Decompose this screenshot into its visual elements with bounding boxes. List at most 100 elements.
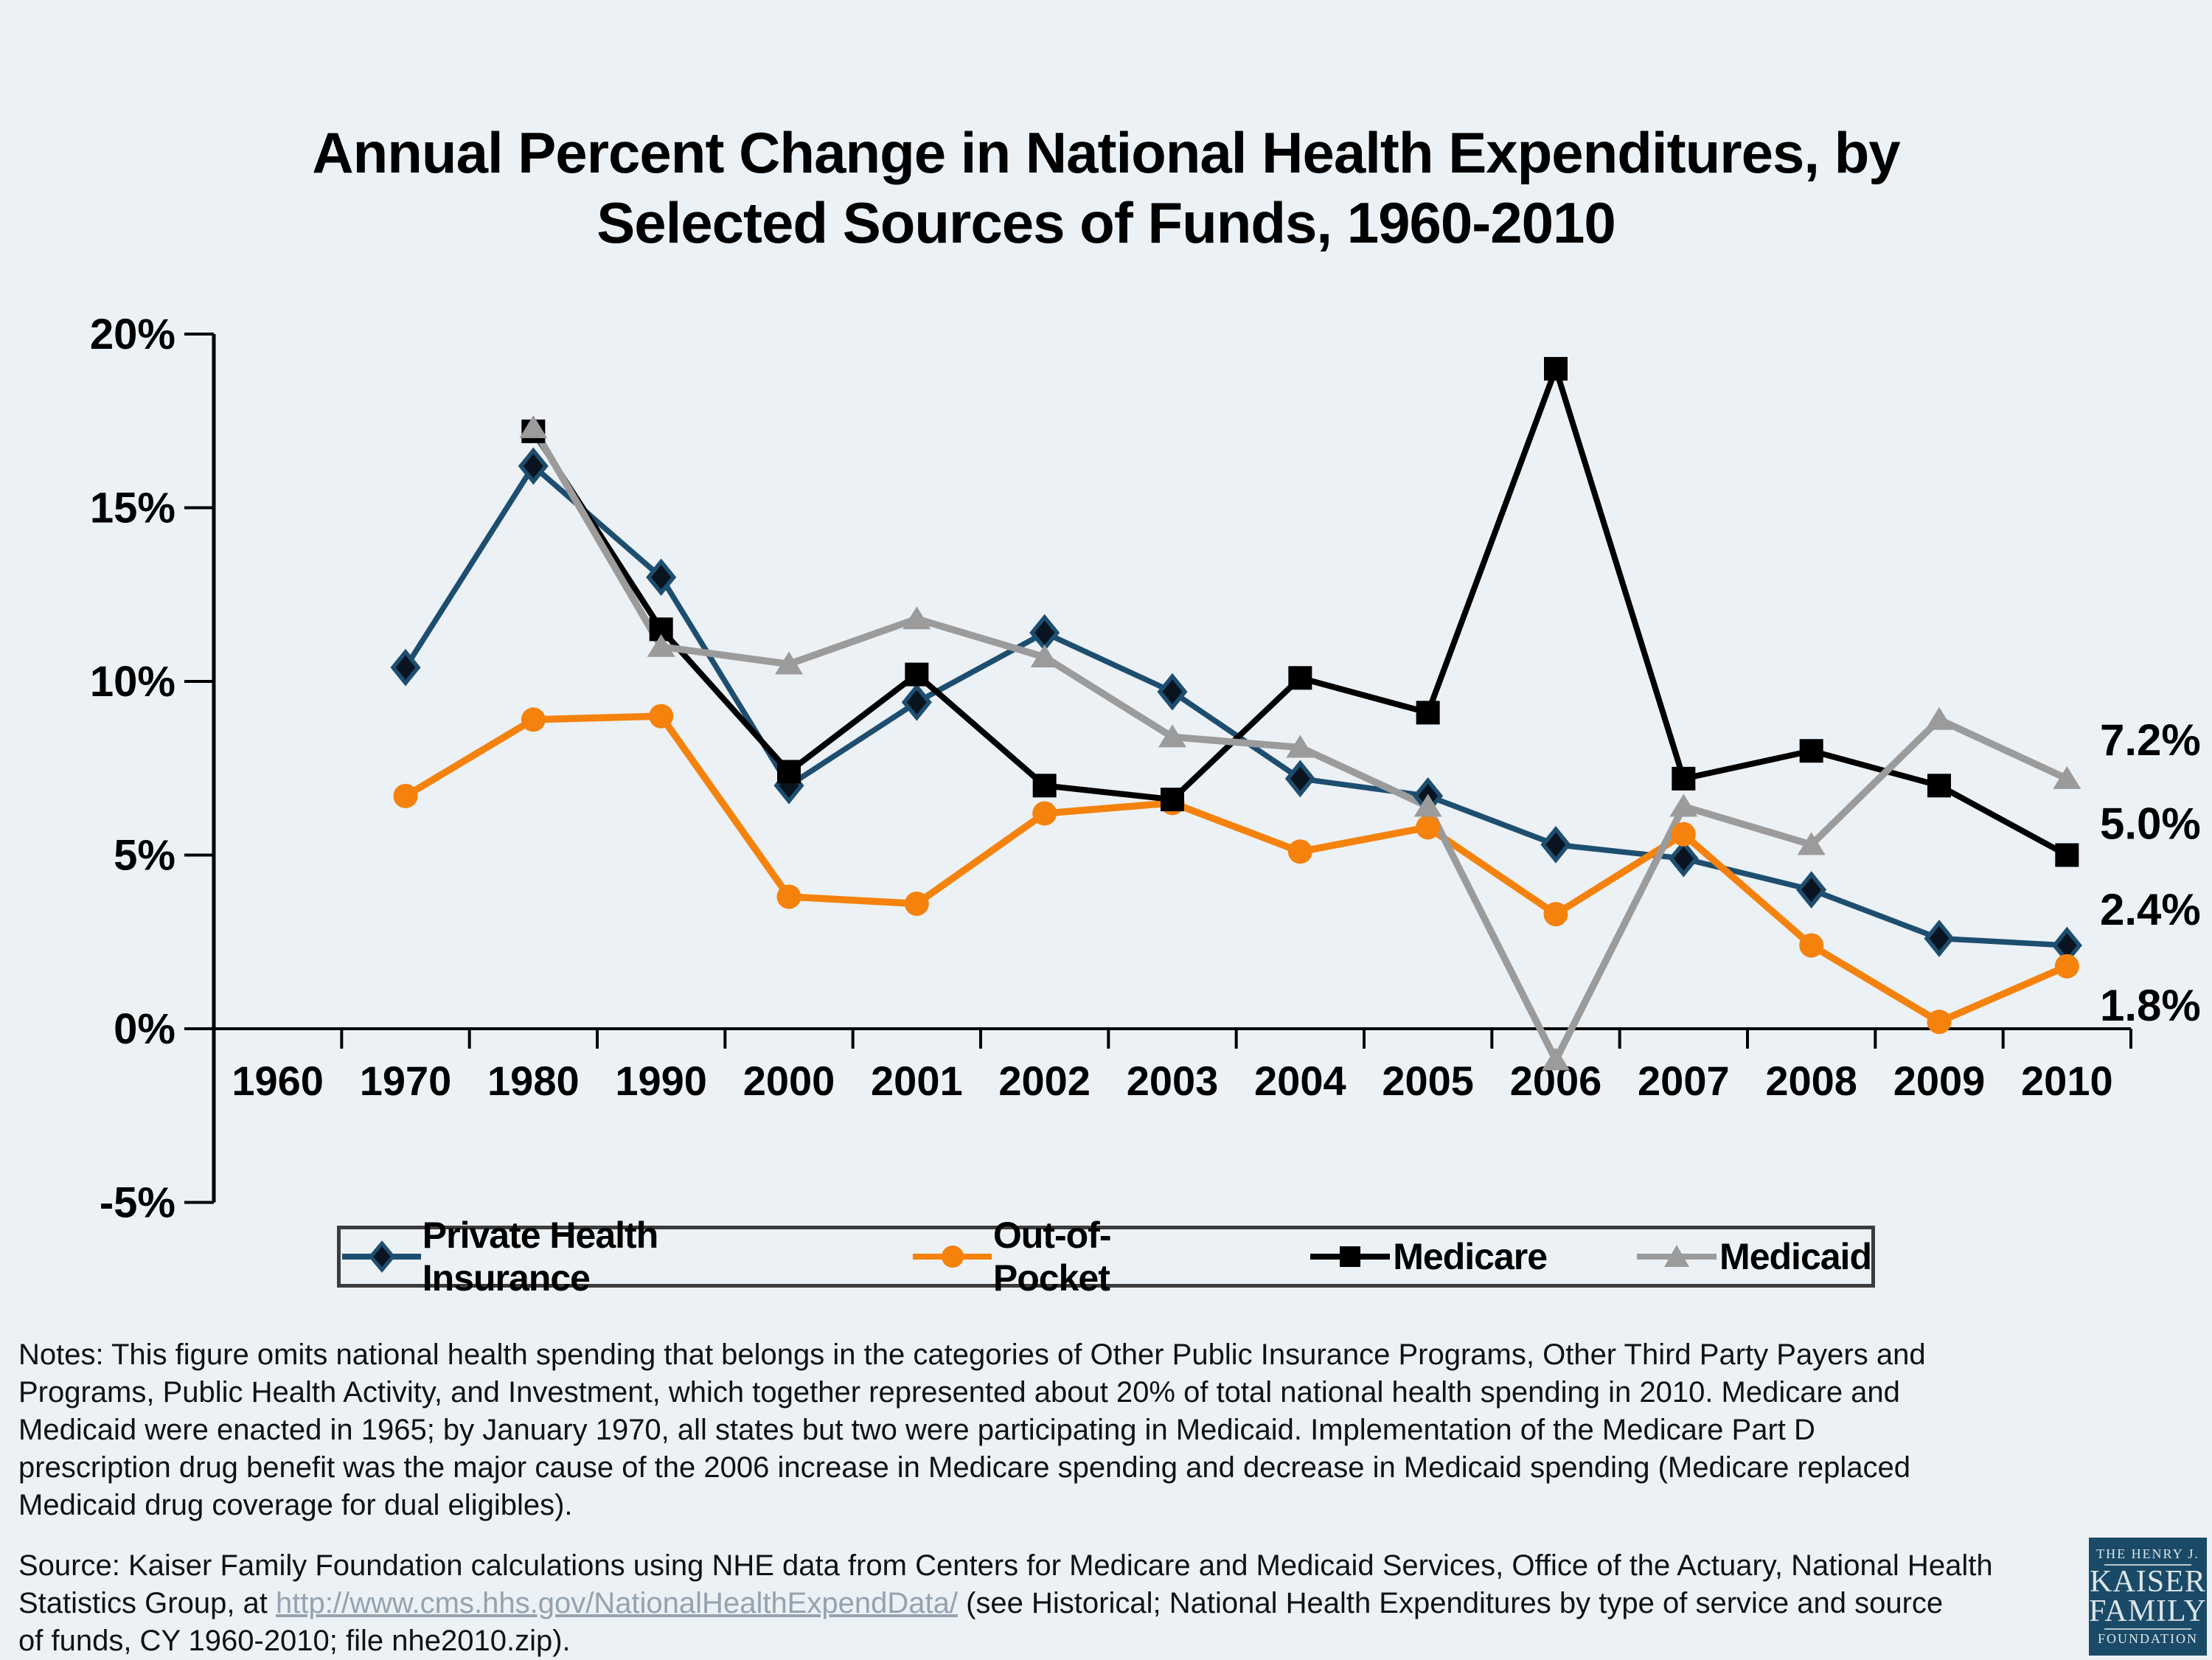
y-axis-tick-label: 5% xyxy=(114,832,175,880)
marker-triangle xyxy=(1286,735,1315,758)
marker-triangle xyxy=(902,606,931,630)
logo-foundation-text: FOUNDATION xyxy=(2098,1631,2198,1646)
chart-title-line1: Annual Percent Change in National Health… xyxy=(312,120,1900,185)
marker-diamond xyxy=(1796,871,1827,909)
x-axis-year-label: 1990 xyxy=(615,1058,707,1104)
y-axis-tick-label: 0% xyxy=(114,1005,175,1053)
legend-label: Medicaid xyxy=(1719,1236,1872,1277)
marker-triangle xyxy=(519,415,548,439)
marker-circle xyxy=(1416,815,1441,840)
marker-circle xyxy=(904,891,929,916)
x-axis-year-label: 2010 xyxy=(2021,1058,2113,1104)
marker-circle xyxy=(393,783,418,808)
series-end-label: 1.8% xyxy=(2100,981,2201,1030)
logo-rule-top xyxy=(2104,1564,2191,1566)
marker-triangle xyxy=(2053,765,2081,789)
marker-square xyxy=(1032,774,1057,798)
series-end-label: 7.2% xyxy=(2100,715,2201,765)
marker-diamond xyxy=(518,447,549,485)
x-axis-year-label: 2008 xyxy=(1765,1058,1857,1104)
series-end-label: 5.0% xyxy=(2100,799,2201,849)
legend-label: Out-of-Pocket xyxy=(992,1215,1112,1299)
marker-diamond xyxy=(1029,614,1060,652)
marker-circle xyxy=(1032,801,1057,826)
chart-title-line2: Selected Sources of Funds, 1960-2010 xyxy=(597,190,1616,256)
marker-diamond xyxy=(1157,673,1188,711)
marker-square xyxy=(1544,357,1568,381)
x-axis-year-label: 1970 xyxy=(360,1058,452,1104)
x-axis-year-label: 2003 xyxy=(1127,1058,1219,1104)
x-axis-year-label: 1960 xyxy=(232,1058,324,1104)
series-end-label: 2.4% xyxy=(2100,885,2201,934)
marker-triangle xyxy=(1797,832,1826,855)
legend-label: Private Health Insurance xyxy=(422,1215,658,1299)
marker-square xyxy=(1927,774,1951,798)
marker-diamond xyxy=(1540,825,1571,864)
kaiser-family-foundation-logo: THE HENRY J. KAISER FAMILY FOUNDATION xyxy=(2089,1538,2207,1656)
marker-square xyxy=(1161,788,1184,812)
legend-item-private-health-insurance: Private Health Insurance xyxy=(341,1214,823,1299)
marker-circle xyxy=(521,707,546,732)
marker-circle xyxy=(776,884,801,909)
marker-square xyxy=(1672,766,1696,791)
logo-top-text: THE HENRY J. xyxy=(2096,1546,2199,1561)
source-line3: of funds, CY 1960-2010; file nhe2010.zip… xyxy=(18,1625,571,1657)
legend-marker-square-icon xyxy=(1310,1246,1391,1267)
series-line-out-of-pocket xyxy=(403,712,2069,1026)
source-line2-pre: Statistics Group, at xyxy=(18,1587,276,1619)
marker-circle xyxy=(1799,933,1824,958)
marker-triangle xyxy=(775,651,803,675)
y-axis-tick-label: -5% xyxy=(100,1179,175,1227)
logo-rule-bottom xyxy=(2104,1628,2191,1630)
x-axis-year-label: 2009 xyxy=(1893,1058,1986,1104)
marker-square xyxy=(777,760,801,784)
notes-text: Notes: This figure omits national health… xyxy=(18,1338,1926,1521)
x-axis-year-label: 2001 xyxy=(871,1058,963,1104)
marker-square xyxy=(1799,739,1823,763)
legend-item-medicare: Medicare xyxy=(1309,1235,1548,1278)
series-line-private-health-insurance xyxy=(403,462,2067,948)
marker-diamond xyxy=(1668,839,1699,878)
marker-diamond xyxy=(901,683,932,721)
marker-circle xyxy=(1671,822,1696,847)
chart-title: Annual Percent Change in National Health… xyxy=(0,118,2212,258)
marker-triangle xyxy=(1925,706,1953,730)
x-axis-year-label: 2005 xyxy=(1382,1058,1474,1104)
legend-marker-diamond-icon xyxy=(342,1240,421,1273)
legend-marker-circle-icon xyxy=(913,1246,992,1268)
marker-square xyxy=(1288,666,1312,690)
marker-circle xyxy=(649,704,674,729)
marker-square xyxy=(1416,701,1440,725)
marker-circle xyxy=(1927,1010,1952,1035)
logo-family-text: FAMILY xyxy=(2089,1594,2207,1628)
marker-triangle xyxy=(1669,793,1698,817)
x-axis-year-label: 2004 xyxy=(1254,1058,1346,1104)
x-axis-year-label: 1980 xyxy=(487,1058,580,1104)
marker-diamond xyxy=(646,558,677,597)
marker-square xyxy=(2055,843,2079,867)
marker-triangle xyxy=(647,633,675,657)
marker-circle xyxy=(1543,902,1568,927)
x-axis-year-label: 2000 xyxy=(743,1058,835,1104)
marker-diamond xyxy=(1284,760,1315,798)
legend-item-out-of-pocket: Out-of-Pocket xyxy=(911,1214,1220,1299)
source-hyperlink[interactable]: http://www.cms.hhs.gov/NationalHealthExp… xyxy=(276,1587,958,1619)
marker-circle xyxy=(1287,839,1312,864)
marker-diamond xyxy=(1924,920,1955,957)
x-axis-year-label: 2002 xyxy=(998,1058,1091,1104)
legend-marker-triangle-icon xyxy=(1637,1245,1717,1267)
source-line2-post: (see Historical; National Health Expendi… xyxy=(957,1587,1944,1619)
marker-square xyxy=(905,662,929,687)
logo-kaiser-text: KAISER xyxy=(2090,1565,2206,1599)
marker-diamond xyxy=(390,648,421,687)
y-axis-tick-label: 20% xyxy=(90,310,175,358)
source-text: Source: Kaiser Family Foundation calcula… xyxy=(18,1547,2076,1660)
marker-triangle xyxy=(1158,724,1186,748)
marker-triangle xyxy=(1030,645,1059,668)
marker-triangle xyxy=(1413,793,1442,817)
marker-triangle xyxy=(1542,1047,1570,1071)
legend-item-medicaid: Medicaid xyxy=(1635,1235,1872,1278)
chart-legend: Private Health Insurance Out-of-Pocket Med… xyxy=(337,1215,1875,1299)
